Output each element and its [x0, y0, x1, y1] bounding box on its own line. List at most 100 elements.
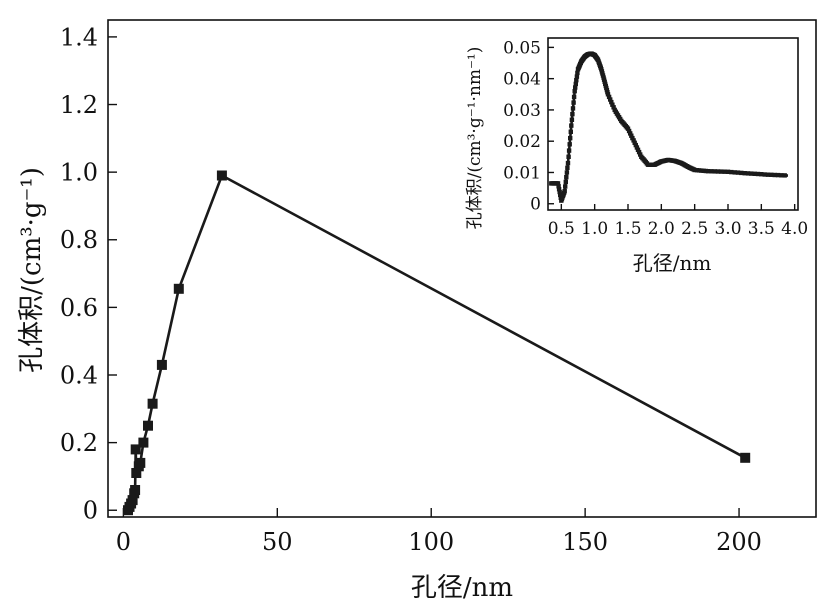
inset-data-point	[569, 117, 575, 122]
inset-data-point	[563, 179, 568, 185]
main-y-tick-label: 1.0	[60, 159, 98, 187]
inset-data-point	[575, 70, 580, 76]
main-y-axis-label: 孔体积/(cm³·g⁻¹)	[17, 167, 47, 373]
inset-data-point	[626, 128, 632, 134]
inset-data-point	[632, 140, 637, 145]
inset-series	[549, 51, 789, 203]
inset-data-point	[564, 175, 569, 180]
inset-data-point	[715, 169, 721, 174]
inset-data-point	[752, 171, 757, 176]
main-data-point	[156, 359, 167, 370]
main-x-tick-label: 150	[562, 528, 608, 556]
inset-y-tick-label: 0.02	[503, 132, 541, 152]
inset-data-point	[572, 89, 577, 94]
inset-data-point	[742, 171, 747, 176]
main-y-tick-label: 1.4	[60, 23, 98, 51]
inset-plot: 0.5 1.0 1.5 2.0 2.5 3.0 3.5 4.0 0 0.01 0.02 0.03 0.…	[465, 37, 808, 275]
main-x-axis: 0 50 100 150 200	[116, 508, 762, 556]
inset-x-tick-label: 4.0	[781, 219, 808, 239]
main-data-point	[173, 283, 184, 294]
inset-y-tick-label: 0.03	[503, 101, 541, 121]
main-x-tick-label: 50	[262, 528, 293, 556]
inset-x-tick-label: 1.5	[614, 219, 641, 239]
main-data-point	[131, 468, 142, 478]
inset-data-point	[628, 131, 633, 136]
inset-data-point	[732, 170, 737, 175]
inset-data-point	[569, 123, 574, 128]
inset-x-tick-label: 3.5	[748, 219, 775, 239]
inset-data-point	[782, 173, 787, 178]
inset-data-point	[638, 152, 643, 157]
inset-data-point	[749, 171, 754, 176]
inset-data-point	[556, 184, 561, 189]
inset-data-point	[558, 192, 563, 198]
inset-data-point	[567, 142, 572, 147]
inset-data-point	[712, 169, 717, 174]
inset-data-point	[565, 165, 570, 170]
inset-data-point	[634, 145, 640, 150]
inset-y-tick-label: 0	[530, 195, 541, 215]
inset-data-point	[762, 172, 767, 177]
main-y-tick-label: 0	[83, 497, 98, 525]
inset-data-point	[630, 135, 635, 141]
main-y-tick-label: 0.4	[60, 361, 98, 389]
inset-data-point	[562, 189, 567, 194]
inset-data-point	[739, 170, 744, 176]
main-y-tick-label: 0.8	[60, 226, 98, 254]
inset-x-tick-label: 1.0	[581, 219, 608, 239]
inset-data-point	[772, 172, 777, 178]
inset-data-point	[611, 105, 616, 110]
inset-data-point	[755, 171, 761, 177]
inset-data-point	[775, 172, 781, 178]
inset-series-line	[551, 52, 789, 202]
inset-x-tick-label: 2.5	[681, 219, 708, 239]
inset-data-point	[633, 142, 638, 148]
inset-data-point	[605, 92, 611, 97]
inset-data-point	[566, 148, 572, 153]
inset-data-point	[745, 171, 751, 176]
inset-data-point	[574, 74, 580, 79]
inset-data-point	[765, 172, 771, 177]
inset-data-point	[568, 135, 573, 141]
main-plot: 0 50 100 150 200 0 0.2 0.4 0.6 0.8 1.0 1.2 1.4 孔径/n…	[17, 19, 817, 603]
inset-data-point	[729, 169, 734, 175]
inset-data-point	[564, 170, 570, 175]
inset-data-point	[631, 138, 636, 143]
inset-data-point	[556, 187, 562, 192]
inset-data-point	[610, 102, 615, 107]
inset-data-point	[636, 149, 642, 155]
inset-data-point	[719, 169, 724, 174]
inset-data-point	[570, 111, 575, 117]
main-x-tick-label: 100	[408, 528, 454, 556]
inset-data-point	[557, 189, 562, 195]
main-plot-frame	[107, 19, 817, 518]
inset-data-point	[571, 94, 577, 100]
main-data-point	[147, 398, 158, 409]
inset-data-point	[574, 78, 579, 83]
inset-data-point	[769, 172, 774, 177]
main-data-point	[143, 420, 153, 431]
main-y-tick-label: 1.2	[60, 91, 98, 119]
inset-y-tick-label: 0.04	[503, 70, 541, 90]
inset-data-point	[635, 147, 641, 152]
inset-plot-frame	[547, 37, 799, 211]
main-y-tick-label: 0.6	[60, 294, 98, 322]
main-data-point	[130, 485, 141, 495]
inset-data-point	[571, 100, 576, 105]
main-x-tick-label: 200	[716, 528, 762, 556]
inset-data-point	[625, 126, 631, 131]
main-y-axis: 0 0.2 0.4 0.6 0.8 1.0 1.2 1.4	[60, 23, 117, 525]
inset-data-point	[722, 169, 727, 174]
inset-x-axis-label: 孔径/nm	[633, 251, 712, 275]
inset-data-point	[568, 129, 573, 134]
main-x-axis-label: 孔径/nm	[411, 573, 513, 603]
main-series	[123, 170, 751, 516]
inset-data-point	[705, 169, 711, 174]
inset-data-point	[735, 170, 741, 175]
inset-data-point	[566, 154, 571, 159]
inset-data-point	[779, 173, 784, 178]
inset-data-point	[609, 99, 614, 105]
main-data-point	[127, 495, 138, 506]
